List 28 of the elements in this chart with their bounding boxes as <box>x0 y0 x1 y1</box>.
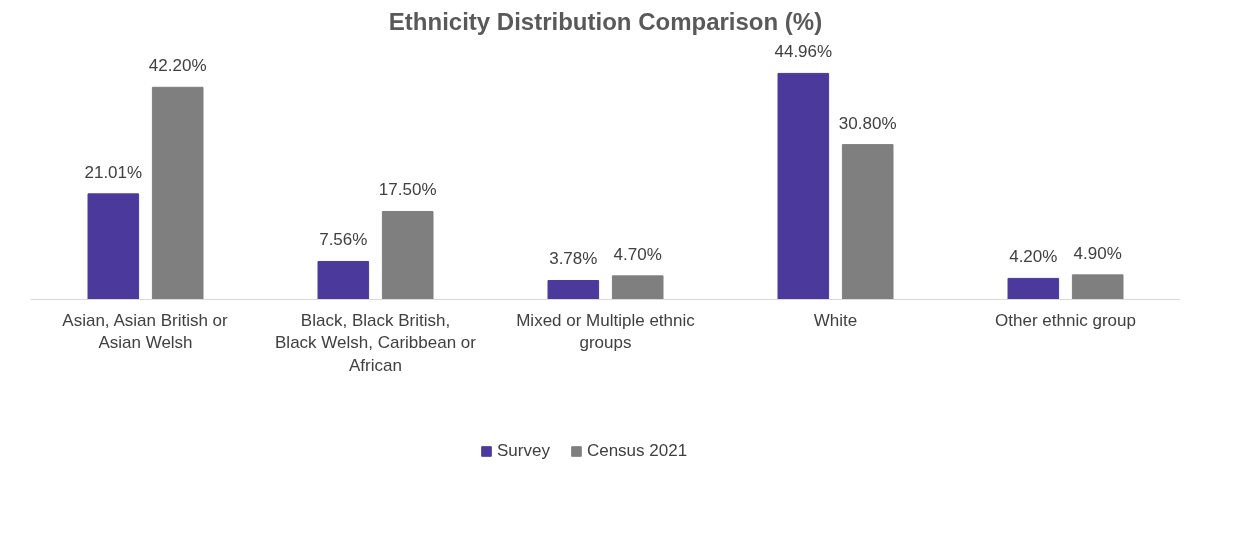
data-label: 42.20% <box>148 56 207 76</box>
bar <box>317 260 370 300</box>
x-tick-label: Mixed or Multiple ethnic groups <box>516 310 696 353</box>
data-label: 3.78% <box>549 249 598 269</box>
bar <box>87 193 140 300</box>
bar <box>611 275 664 300</box>
bar <box>777 72 830 300</box>
data-label: 4.20% <box>1009 247 1058 267</box>
data-label: 4.70% <box>613 244 662 264</box>
legend-label: Census 2021 <box>586 441 688 461</box>
data-label: 44.96% <box>774 42 833 62</box>
x-tick-label: White <box>813 310 858 330</box>
x-tick-label: Other ethnic group <box>995 310 1136 330</box>
bar <box>1071 274 1124 300</box>
data-label: 21.01% <box>84 162 143 182</box>
bar <box>547 279 600 300</box>
x-tick-label: Black, Black British, Black Welsh, Caribbean or African <box>275 310 477 376</box>
chart-title: Ethnicity Distribution Comparison (%) <box>388 7 823 35</box>
data-label: 7.56% <box>319 230 368 250</box>
data-label: 4.90% <box>1073 243 1122 263</box>
bar <box>381 211 434 300</box>
bar <box>841 144 894 300</box>
data-label: 30.80% <box>838 113 897 133</box>
bar <box>1007 277 1060 300</box>
data-label: 17.50% <box>378 180 437 200</box>
x-tick-label: Asian, Asian British or Asian Welsh <box>62 310 229 353</box>
legend-label: Survey <box>497 441 550 461</box>
bar <box>151 86 204 300</box>
